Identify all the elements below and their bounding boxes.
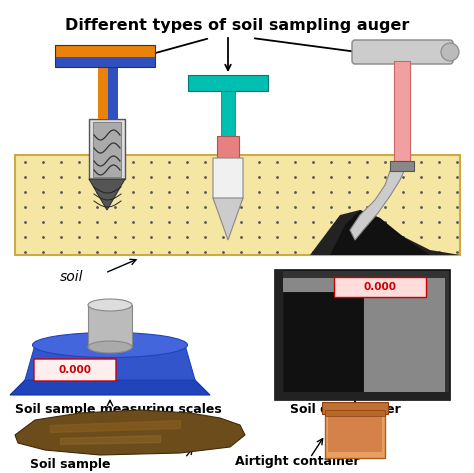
Bar <box>325 410 385 458</box>
Ellipse shape <box>441 43 459 61</box>
Bar <box>394 61 410 161</box>
Bar <box>89 119 125 179</box>
Ellipse shape <box>88 299 132 311</box>
Text: 0.000: 0.000 <box>364 282 396 292</box>
Text: Airtight container: Airtight container <box>235 455 360 468</box>
Text: Soil sample: Soil sample <box>30 458 110 471</box>
Bar <box>275 270 450 400</box>
Text: Soil drying over: Soil drying over <box>290 403 401 416</box>
Bar <box>283 278 445 395</box>
Ellipse shape <box>88 341 132 353</box>
Polygon shape <box>350 171 404 240</box>
Text: Different types of soil sampling auger: Different types of soil sampling auger <box>65 18 409 33</box>
Bar <box>325 410 385 416</box>
Bar <box>275 392 450 400</box>
Ellipse shape <box>33 333 188 358</box>
Bar <box>15 155 460 255</box>
Bar <box>328 414 382 452</box>
Bar <box>221 91 235 136</box>
Polygon shape <box>310 210 460 255</box>
Bar <box>188 75 268 91</box>
Bar <box>217 136 239 158</box>
Polygon shape <box>89 179 125 210</box>
Bar <box>275 270 283 400</box>
Text: soil: soil <box>60 270 83 284</box>
FancyBboxPatch shape <box>352 40 453 64</box>
Polygon shape <box>15 410 245 455</box>
Bar <box>98 67 108 119</box>
Bar <box>88 305 132 347</box>
Bar <box>283 292 363 392</box>
Polygon shape <box>25 345 195 380</box>
Polygon shape <box>330 210 430 255</box>
Polygon shape <box>213 158 243 228</box>
Bar <box>55 57 155 67</box>
Bar <box>390 161 414 171</box>
FancyBboxPatch shape <box>34 359 116 381</box>
Text: 0.000: 0.000 <box>58 365 91 375</box>
Bar <box>55 45 155 57</box>
Bar <box>93 122 121 177</box>
FancyBboxPatch shape <box>334 277 426 297</box>
Bar <box>55 45 155 67</box>
Polygon shape <box>10 380 210 395</box>
Bar <box>108 67 118 119</box>
Text: Soil sample measuring scales: Soil sample measuring scales <box>15 403 222 416</box>
Polygon shape <box>213 198 243 240</box>
Bar <box>322 402 388 414</box>
